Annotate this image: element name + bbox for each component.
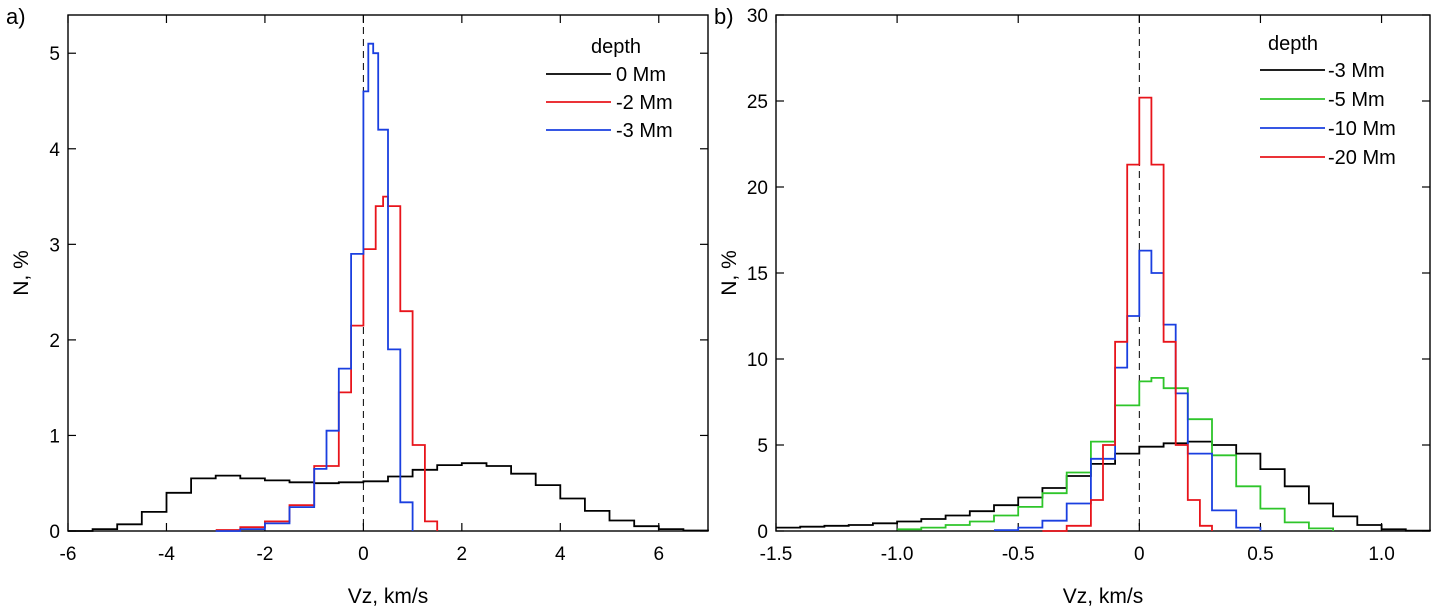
x-tick-label: -1.0: [881, 544, 914, 565]
y-axis-label: N, %: [718, 250, 741, 296]
y-tick-label: 4: [49, 140, 60, 161]
y-tick-label: 20: [747, 178, 768, 199]
y-tick-label: 0: [757, 522, 768, 543]
y-tick-label: 25: [747, 92, 768, 113]
x-tick-label: 6: [653, 544, 664, 565]
series-a-2: [215, 42, 414, 532]
chart-panel-b: -1.5 -1.0 -0.5 0 0.5 1.0 0 5 10 15 20 25 30 Vz, km/s N…: [714, 4, 1431, 608]
x-axis-label: Vz, km/s: [348, 585, 429, 608]
x-tick-label: -2: [256, 544, 273, 565]
y-axis-label: N, %: [10, 250, 33, 296]
series-a-1: [215, 195, 439, 531]
legend-entry: -2 Mm: [616, 92, 673, 114]
legend-entry: -10 Mm: [1328, 118, 1396, 140]
y-tick-label: 30: [747, 6, 768, 27]
y-tick-label: 15: [747, 264, 768, 285]
legend-entry: -3 Mm: [1328, 60, 1385, 82]
plot-frame-a: [67, 14, 709, 532]
series-b-0: [776, 440, 1431, 532]
legend-entry: -5 Mm: [1328, 89, 1385, 111]
y-tick-label: 5: [49, 44, 60, 65]
x-tick-label: 1.0: [1368, 544, 1394, 565]
legend-title: depth: [591, 36, 641, 58]
x-tick-label: -4: [158, 544, 175, 565]
series-b-1: [897, 377, 1334, 531]
x-tick-label: 4: [555, 544, 566, 565]
x-tick-label: 0: [1134, 544, 1145, 565]
x-tick-label: 0: [358, 544, 369, 565]
legend-entry: -3 Mm: [616, 120, 673, 142]
legend-entry: -20 Mm: [1328, 147, 1396, 169]
chart-panel-a: -6 -4 -2 0 2 4 6 0 1 2 3 4 5 Vz, km/s N, % a) depth 0 Mm -…: [6, 4, 709, 608]
series-b-2: [994, 249, 1262, 531]
y-tick-label: 10: [747, 350, 768, 371]
legend-entry: 0 Mm: [616, 64, 666, 86]
x-tick-label: -1.5: [760, 544, 793, 565]
panel-tag: a): [6, 4, 26, 29]
series-a-0: [68, 462, 709, 532]
y-tick-label: 3: [49, 235, 60, 256]
y-tick-label: 5: [757, 436, 768, 457]
panel-tag: b): [714, 4, 734, 29]
x-tick-label: -0.5: [1002, 544, 1035, 565]
x-tick-label: 0.5: [1247, 544, 1273, 565]
x-tick-label: 2: [457, 544, 468, 565]
series-b-3: [1042, 96, 1213, 532]
x-tick-label: -6: [60, 544, 77, 565]
legend-title: depth: [1268, 33, 1318, 55]
y-tick-label: 2: [49, 331, 60, 352]
y-tick-label: 0: [49, 522, 60, 543]
y-tick-label: 1: [49, 426, 60, 447]
x-axis-label: Vz, km/s: [1063, 585, 1144, 608]
